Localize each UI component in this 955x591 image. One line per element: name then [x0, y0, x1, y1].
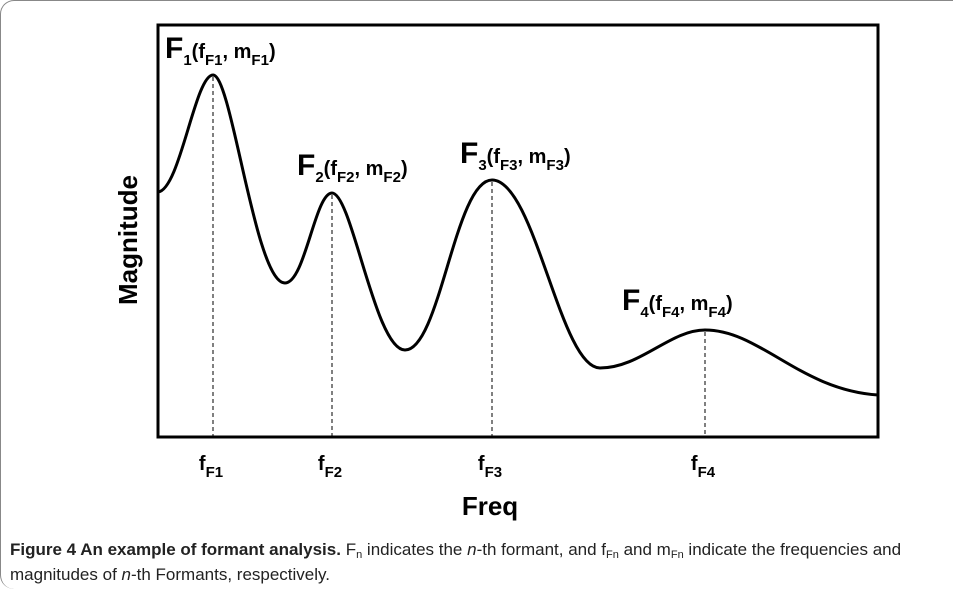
subscript: F4	[698, 464, 716, 481]
caption-normal: indicate the frequencies and magnitudes …	[10, 540, 902, 584]
text: (f	[324, 158, 338, 180]
label: fF1	[199, 453, 223, 481]
text: (f	[487, 146, 501, 168]
text: f	[691, 453, 698, 475]
label: F2(fF2, mF2)	[297, 149, 408, 186]
peak-guides	[212, 77, 706, 437]
text: , m	[355, 158, 384, 180]
text: , m	[518, 146, 547, 168]
caption: Figure 4 An example of formant analysis.…	[10, 537, 940, 587]
x-label: Freq	[462, 491, 518, 521]
subscript: F4	[708, 304, 726, 321]
caption-sub: Fn	[606, 549, 619, 561]
subscript: F2	[337, 169, 355, 186]
subscript: 3	[478, 157, 486, 174]
caption-normal: indicates the	[362, 540, 468, 559]
label: F1(fF1, mF1)	[165, 32, 276, 69]
subscript: F3	[546, 157, 564, 174]
label: F4(fF4, mF4)	[622, 284, 733, 321]
label: fF2	[318, 453, 342, 481]
subscript: F2	[325, 464, 343, 481]
label: F3(fF3, mF3)	[460, 137, 571, 174]
subscript: F3	[485, 464, 503, 481]
text: F	[460, 137, 478, 170]
text: (f	[192, 41, 206, 63]
diagram: Magnitude Freq F1(fF1, mF1)F2(fF2, mF2) F…	[113, 23, 880, 521]
caption-normal: F	[340, 540, 357, 559]
plot-box	[156, 23, 880, 439]
subscript: 1	[183, 52, 191, 69]
text: , m	[680, 293, 709, 315]
subscript: 4	[640, 304, 649, 321]
label: fF3	[478, 453, 502, 481]
caption-normal: and m	[618, 540, 671, 559]
text: F	[622, 284, 640, 317]
text: f	[199, 453, 206, 475]
subscript: F3	[500, 157, 518, 174]
text: )	[726, 293, 733, 315]
label: fF4	[691, 453, 716, 481]
subscript: F1	[251, 52, 269, 69]
text: (f	[649, 293, 663, 315]
text: F	[165, 32, 183, 65]
text: , m	[223, 41, 252, 63]
caption-italic: n	[467, 540, 477, 559]
caption-italic: n	[121, 565, 131, 584]
subscript: F4	[662, 304, 680, 321]
caption-normal: -th Formants, respectively.	[130, 565, 331, 584]
spectrum-curve	[157, 73, 879, 397]
subscript: F1	[206, 464, 224, 481]
subscript: 2	[315, 169, 323, 186]
y-label: Magnitude	[113, 175, 143, 305]
text: f	[318, 453, 325, 475]
caption-sub: Fn	[670, 549, 684, 561]
text: F	[297, 149, 315, 182]
text: f	[478, 453, 485, 475]
caption-normal: -th formant, and f	[476, 540, 607, 559]
caption-sub: n	[356, 549, 363, 561]
text: )	[564, 146, 571, 168]
text: )	[269, 41, 276, 63]
subscript: F2	[383, 169, 401, 186]
text: )	[401, 158, 408, 180]
caption-bold: Figure 4 An example of formant analysis.	[10, 540, 341, 559]
subscript: F1	[205, 52, 223, 69]
